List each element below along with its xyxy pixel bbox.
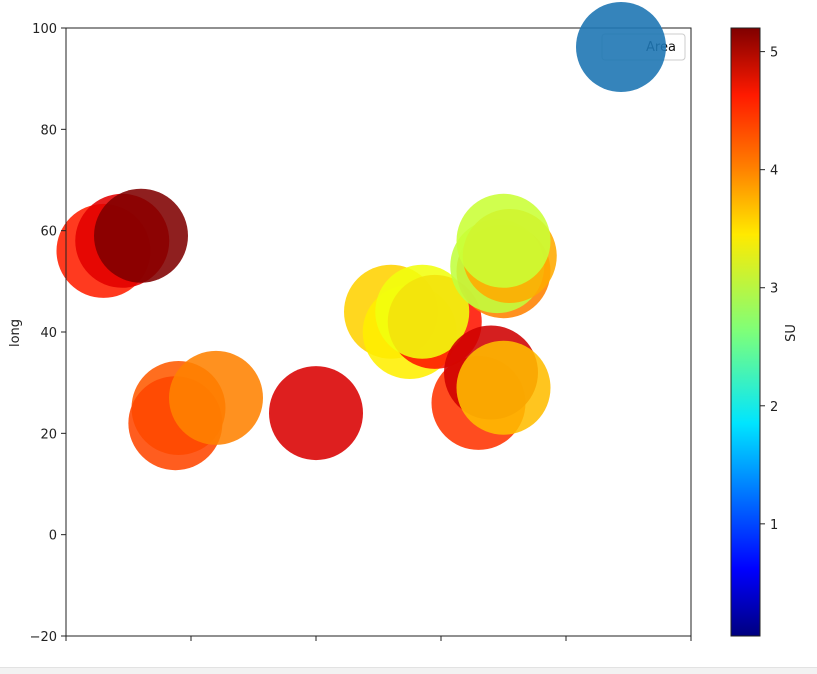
data-point [375, 264, 470, 359]
bottom-rule [0, 667, 817, 674]
legend-marker [576, 2, 666, 92]
colorbar-tick-label: 5 [770, 46, 778, 61]
y-axis-label: long [8, 319, 23, 347]
points-layer [56, 188, 557, 471]
y-tick-label: 60 [40, 225, 57, 240]
colorbar-tick-label: 1 [770, 518, 778, 533]
x-axis-ticks [65, 636, 692, 641]
data-point [456, 340, 551, 435]
y-tick-label: 80 [40, 123, 57, 138]
y-tick-label: −20 [30, 630, 57, 645]
colorbar [730, 27, 761, 637]
colorbar-tick-label: 4 [770, 164, 778, 179]
y-tick-label: 40 [40, 326, 57, 341]
data-point [169, 350, 263, 445]
colorbar-tick-label: 2 [770, 400, 778, 415]
data-point [456, 193, 551, 288]
y-tick-label: 100 [32, 22, 57, 37]
colorbar-tick-label: 3 [770, 282, 778, 297]
y-tick-label: 0 [49, 529, 57, 544]
data-point [269, 366, 363, 461]
colorbar-ticks: 1 2 3 4 5 [760, 46, 778, 533]
y-axis-ticks: −20 0 20 40 60 80 100 [30, 22, 66, 645]
data-point [94, 188, 188, 283]
colorbar-label: SU [784, 324, 799, 342]
y-tick-label: 20 [40, 427, 57, 442]
